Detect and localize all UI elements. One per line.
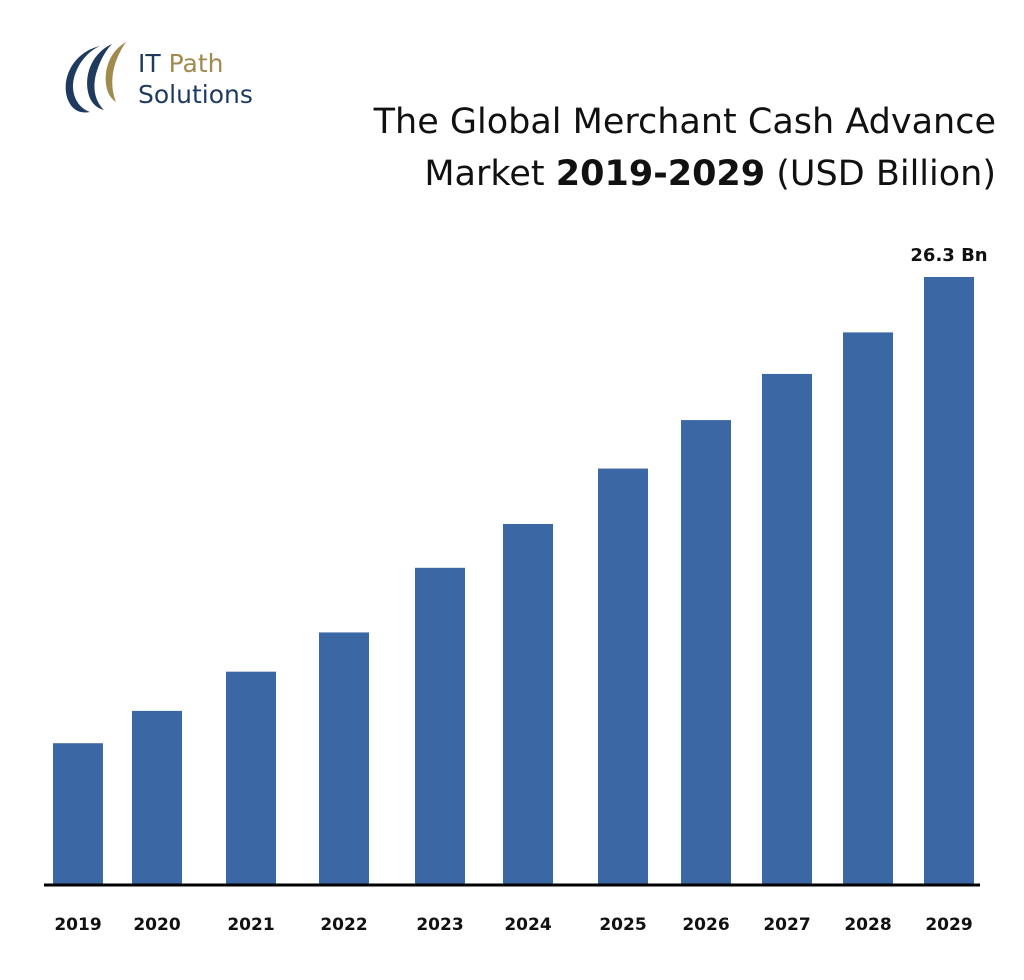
x-tick-label-2028: 2028 — [844, 915, 891, 935]
x-tick-label-2021: 2021 — [227, 915, 274, 935]
bar-2019 — [53, 743, 103, 884]
bar-2029 — [924, 277, 974, 884]
logo-word-solutions: Solutions — [138, 80, 253, 109]
x-tick-label-2025: 2025 — [599, 915, 646, 935]
bar-2021 — [226, 671, 276, 884]
x-tick-label-2019: 2019 — [54, 915, 101, 935]
bar-2024 — [503, 523, 553, 884]
x-tick-label-2024: 2024 — [504, 915, 551, 935]
bar-2020 — [132, 710, 182, 884]
chart-title-line2: Market 2019-2029 (USD Billion) — [296, 148, 996, 200]
bar-2025 — [598, 468, 648, 884]
company-logo: IT Path Solutions — [54, 38, 274, 128]
x-tick-label-2027: 2027 — [763, 915, 810, 935]
bar-2027 — [762, 373, 812, 884]
x-tick-label-2029: 2029 — [925, 915, 972, 935]
logo-word-path: Path — [168, 49, 224, 78]
x-tick-label-2020: 2020 — [133, 915, 180, 935]
bar-2022 — [319, 632, 369, 884]
chart-title-prefix: Market — [424, 154, 556, 194]
bar-2026 — [681, 420, 731, 884]
bar-2028 — [843, 332, 893, 885]
bar-2023 — [415, 567, 465, 884]
x-tick-label-2026: 2026 — [682, 915, 729, 935]
chart-title-suffix: (USD Billion) — [765, 154, 996, 194]
chart-title-years: 2019-2029 — [555, 154, 766, 194]
chart-title-line1: The Global Merchant Cash Advance — [373, 102, 996, 142]
logo-word-it: IT — [138, 49, 161, 78]
data-label-2029: 26.3 Bn — [910, 245, 987, 266]
x-tick-label-2022: 2022 — [320, 915, 367, 935]
x-tick-label-2023: 2023 — [416, 915, 463, 935]
logo-swoosh-icon — [65, 42, 126, 113]
chart-title: The Global Merchant Cash Advance Market … — [296, 96, 996, 200]
